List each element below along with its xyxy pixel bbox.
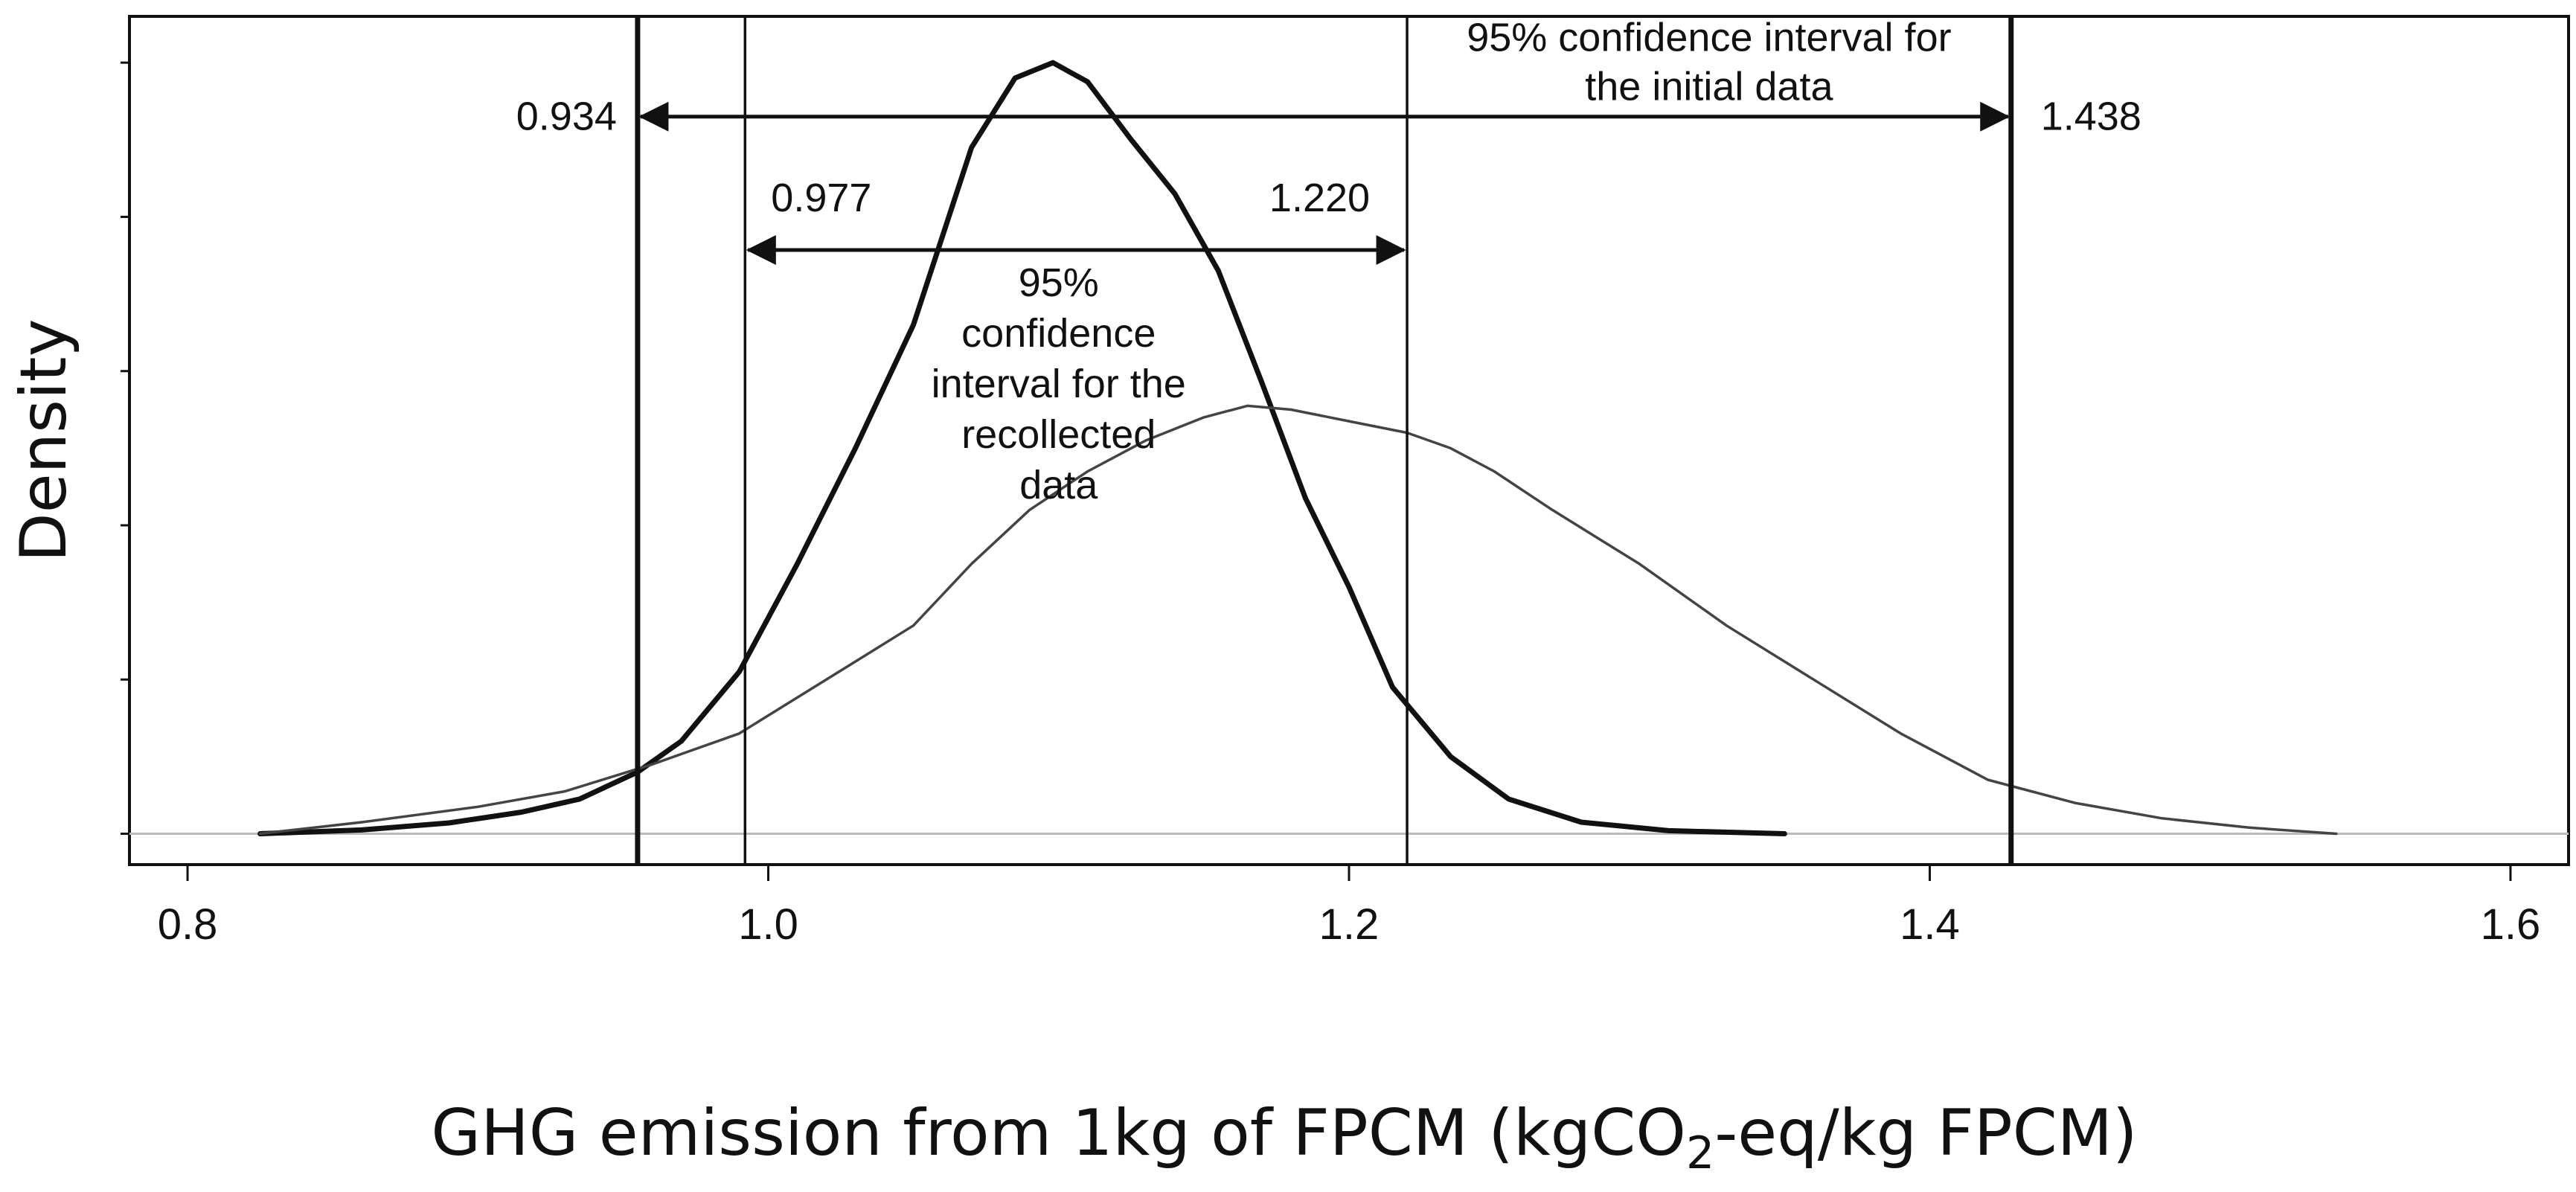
interval-bounds (635, 16, 2014, 865)
x-axis-title-subscript: 2 (1686, 1127, 1714, 1179)
recollected-interval-caption: interval for the (932, 362, 1186, 406)
initial-interval-caption: the initial data (1585, 65, 1833, 109)
recollected-upper-label: 1.220 (1269, 176, 1370, 220)
recollected-interval-caption: confidence (961, 311, 1156, 356)
initial-upper-label: 1.438 (2041, 94, 2141, 139)
density-curves (257, 60, 2338, 836)
x-tick-label: 1.0 (738, 900, 798, 949)
x-axis-ticks: 0.8 1.0 1.2 1.4 1.6 (158, 865, 2541, 949)
x-axis-title: GHG emission from 1kg of FPCM (kgCO2-eq/… (431, 1096, 2137, 1179)
y-axis-ticks (121, 61, 129, 836)
initial-data-curve (258, 404, 2338, 836)
interval-annotations: 0.934 1.438 95% confidence interval for the… (516, 16, 2141, 507)
recollected-interval-caption: 95% (1019, 260, 1099, 305)
initial-interval-caption: 95% confidence interval for (1467, 16, 1951, 60)
initial-lower-label: 0.934 (516, 94, 617, 139)
x-tick-label: 1.6 (2481, 900, 2541, 949)
recollected-interval-caption: recollected (961, 412, 1156, 457)
plot-frame (128, 15, 2570, 866)
recollected-lower-label: 0.977 (771, 176, 871, 220)
x-tick-label: 0.8 (158, 900, 218, 949)
recollected-interval-caption: data (1019, 463, 1098, 507)
recollected-data-curve (257, 60, 1787, 836)
x-tick-label: 1.2 (1319, 900, 1380, 949)
y-axis-title: Density (7, 319, 81, 563)
x-tick-label: 1.4 (1900, 900, 1960, 949)
